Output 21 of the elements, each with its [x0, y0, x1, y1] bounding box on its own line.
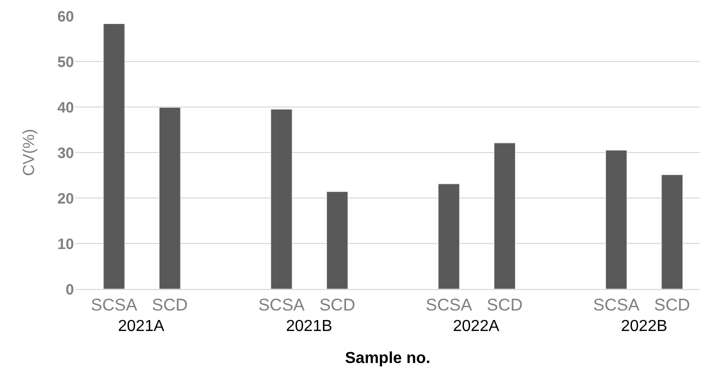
- y-tick-label: 0: [66, 281, 74, 298]
- text: 2022B: [621, 318, 668, 335]
- y-tick-label: 30: [57, 144, 74, 162]
- y-tick-label: 20: [57, 190, 74, 208]
- x-tick-label: SCD: [319, 295, 356, 314]
- x-tick-label: SCD: [486, 295, 523, 314]
- x-axis-title: Sample no.: [345, 350, 430, 367]
- y-tick-label: 10: [57, 236, 74, 253]
- y-tick-label: 40: [57, 99, 74, 116]
- text: 2021B: [286, 318, 332, 335]
- x-tick-label: SCD: [152, 295, 188, 314]
- x-tick-label: SCSA: [593, 295, 640, 314]
- y-tick-label: 50: [57, 54, 74, 71]
- x-tick-label: SCD: [654, 295, 690, 314]
- y-tick-label: 60: [57, 8, 74, 26]
- text: 2022A: [453, 318, 500, 335]
- x-tick-label: SCSA: [426, 295, 473, 314]
- text: 2021A: [118, 318, 165, 335]
- x-tick-label: SCSA: [258, 295, 306, 314]
- y-axis-title: CV(%): [21, 128, 38, 176]
- x-tick-label: SCSA: [90, 295, 138, 314]
